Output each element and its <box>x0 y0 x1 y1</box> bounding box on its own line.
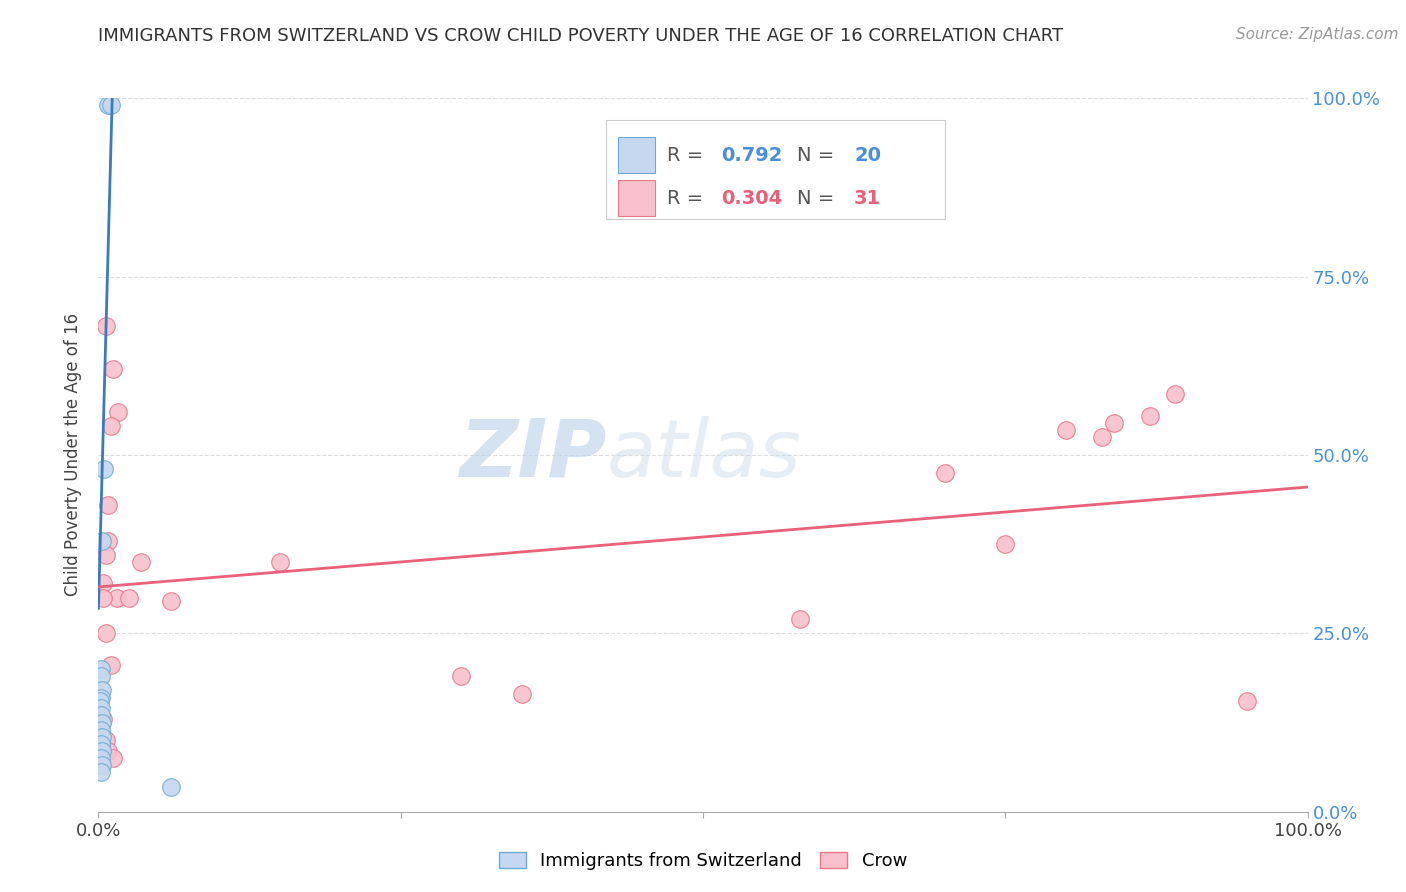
Point <box>97 533 120 548</box>
Point <box>789 612 811 626</box>
Point <box>934 466 956 480</box>
Point <box>1139 409 1161 423</box>
FancyBboxPatch shape <box>606 120 945 219</box>
Bar <box>619 180 655 216</box>
Point <box>90 701 112 715</box>
Text: 20: 20 <box>855 145 882 165</box>
Point <box>994 537 1017 551</box>
Point <box>129 555 152 569</box>
Point <box>1091 430 1114 444</box>
Text: atlas: atlas <box>606 416 801 494</box>
Text: IMMIGRANTS FROM SWITZERLAND VS CROW CHILD POVERTY UNDER THE AGE OF 16 CORRELATIO: IMMIGRANTS FROM SWITZERLAND VS CROW CHIL… <box>98 27 1063 45</box>
Point <box>91 758 114 772</box>
Point <box>160 780 183 794</box>
Text: R =: R = <box>666 145 709 165</box>
Point <box>90 690 112 705</box>
Point <box>91 744 114 758</box>
Point <box>94 733 117 747</box>
Point <box>91 591 114 605</box>
Point <box>90 751 112 765</box>
Point <box>93 462 115 476</box>
Y-axis label: Child Poverty Under the Age of 16: Child Poverty Under the Age of 16 <box>65 313 83 597</box>
Point <box>89 694 111 708</box>
Point <box>91 730 114 744</box>
Text: ZIP: ZIP <box>458 416 606 494</box>
Point <box>269 555 291 569</box>
Text: 0.792: 0.792 <box>721 145 783 165</box>
Text: N =: N = <box>797 188 841 208</box>
Text: N =: N = <box>797 145 841 165</box>
Point <box>1102 416 1125 430</box>
Point <box>94 626 117 640</box>
Text: R =: R = <box>666 188 709 208</box>
Point <box>91 576 114 591</box>
Point <box>105 591 128 605</box>
Point <box>90 662 112 676</box>
Point <box>91 712 114 726</box>
Point <box>94 548 117 562</box>
Text: 31: 31 <box>855 188 882 208</box>
Point <box>94 319 117 334</box>
Point <box>107 405 129 419</box>
Point <box>90 765 112 780</box>
Point <box>1163 387 1185 401</box>
Point <box>101 751 124 765</box>
Legend: Immigrants from Switzerland, Crow: Immigrants from Switzerland, Crow <box>492 845 914 878</box>
Point <box>100 658 122 673</box>
Point <box>450 669 472 683</box>
Point <box>90 723 112 737</box>
Point <box>91 533 114 548</box>
Point <box>90 669 112 683</box>
Point <box>1054 423 1077 437</box>
Point <box>1236 694 1258 708</box>
Point <box>118 591 141 605</box>
Point <box>90 708 112 723</box>
Point <box>91 683 114 698</box>
Point <box>100 419 122 434</box>
Point <box>510 687 533 701</box>
Point <box>97 498 120 512</box>
Point <box>97 744 120 758</box>
Point <box>90 737 112 751</box>
Bar <box>619 137 655 173</box>
Text: Source: ZipAtlas.com: Source: ZipAtlas.com <box>1236 27 1399 42</box>
Point <box>97 98 120 112</box>
Text: 0.304: 0.304 <box>721 188 782 208</box>
Point <box>100 98 122 112</box>
Point <box>91 715 114 730</box>
Point <box>160 594 183 608</box>
Point <box>101 362 124 376</box>
